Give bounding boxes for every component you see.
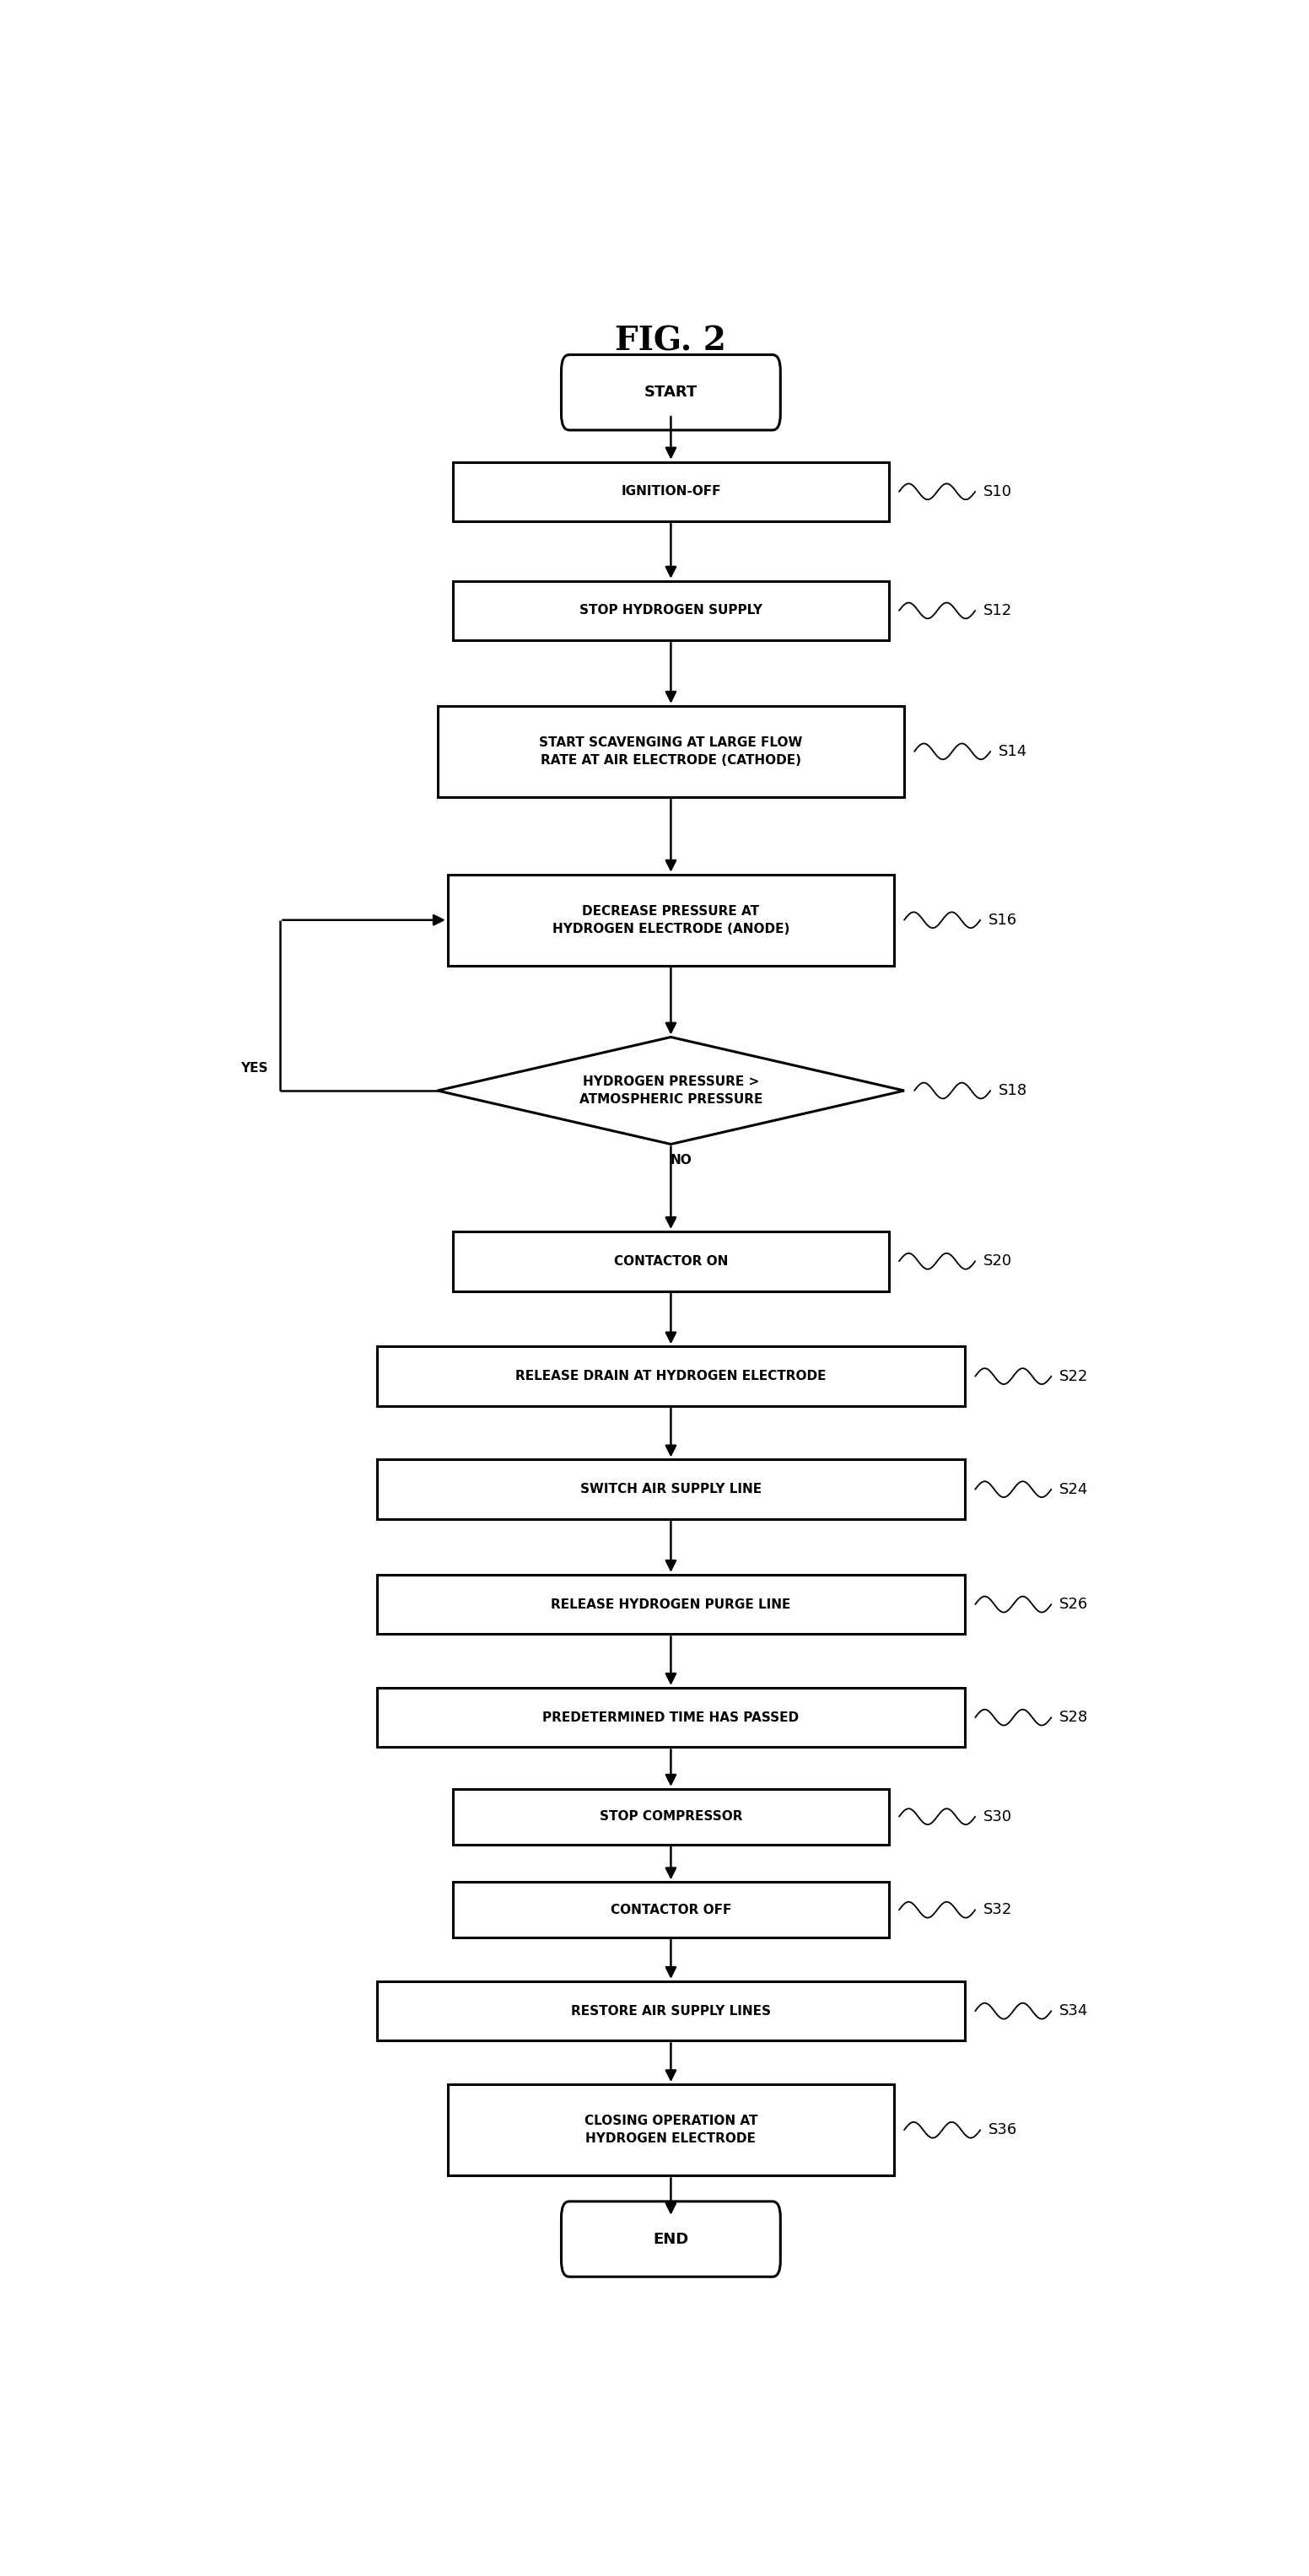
FancyBboxPatch shape	[562, 2202, 780, 2277]
Polygon shape	[437, 1038, 905, 1144]
Text: RELEASE DRAIN AT HYDROGEN ELECTRODE: RELEASE DRAIN AT HYDROGEN ELECTRODE	[516, 1370, 826, 1383]
Text: CLOSING OPERATION AT
HYDROGEN ELECTRODE: CLOSING OPERATION AT HYDROGEN ELECTRODE	[584, 2115, 758, 2146]
Text: STOP HYDROGEN SUPPLY: STOP HYDROGEN SUPPLY	[580, 605, 762, 616]
Text: FIG. 2: FIG. 2	[615, 325, 726, 358]
Text: S14: S14	[999, 744, 1028, 760]
Text: NO: NO	[670, 1154, 692, 1167]
Bar	[453, 1788, 889, 1844]
Text: SWITCH AIR SUPPLY LINE: SWITCH AIR SUPPLY LINE	[580, 1484, 762, 1497]
Text: S36: S36	[988, 2123, 1017, 2138]
Bar	[453, 461, 889, 520]
Text: S10: S10	[983, 484, 1012, 500]
Text: RELEASE HYDROGEN PURGE LINE: RELEASE HYDROGEN PURGE LINE	[551, 1597, 791, 1610]
Text: END: END	[653, 2231, 689, 2246]
FancyBboxPatch shape	[562, 355, 780, 430]
Text: S18: S18	[999, 1082, 1028, 1097]
Bar	[448, 873, 894, 966]
Bar	[453, 580, 889, 641]
Text: RESTORE AIR SUPPLY LINES: RESTORE AIR SUPPLY LINES	[571, 2004, 771, 2017]
Text: START SCAVENGING AT LARGE FLOW
RATE AT AIR ELECTRODE (CATHODE): START SCAVENGING AT LARGE FLOW RATE AT A…	[539, 737, 802, 768]
Text: S30: S30	[983, 1808, 1012, 1824]
Bar	[437, 706, 905, 796]
Text: S32: S32	[983, 1901, 1012, 1917]
Text: IGNITION-OFF: IGNITION-OFF	[620, 484, 721, 497]
Text: STOP COMPRESSOR: STOP COMPRESSOR	[600, 1811, 742, 1824]
Text: S26: S26	[1059, 1597, 1088, 1613]
Bar	[377, 1574, 965, 1633]
Text: HYDROGEN PRESSURE >
ATMOSPHERIC PRESSURE: HYDROGEN PRESSURE > ATMOSPHERIC PRESSURE	[579, 1074, 763, 1105]
Text: S22: S22	[1059, 1368, 1088, 1383]
Text: S12: S12	[983, 603, 1012, 618]
Text: S20: S20	[983, 1255, 1012, 1270]
Text: CONTACTOR ON: CONTACTOR ON	[614, 1255, 728, 1267]
Text: PREDETERMINED TIME HAS PASSED: PREDETERMINED TIME HAS PASSED	[543, 1710, 798, 1723]
Text: DECREASE PRESSURE AT
HYDROGEN ELECTRODE (ANODE): DECREASE PRESSURE AT HYDROGEN ELECTRODE …	[552, 904, 789, 935]
Text: S16: S16	[988, 912, 1017, 927]
Text: CONTACTOR OFF: CONTACTOR OFF	[610, 1904, 732, 1917]
Text: S24: S24	[1059, 1481, 1088, 1497]
Bar	[448, 2084, 894, 2177]
Bar	[377, 1347, 965, 1406]
Text: S34: S34	[1059, 2004, 1088, 2020]
Bar	[453, 1231, 889, 1291]
Text: START: START	[644, 384, 698, 399]
Text: YES: YES	[241, 1061, 268, 1074]
Bar	[377, 1981, 965, 2040]
Text: S28: S28	[1059, 1710, 1088, 1726]
Bar	[377, 1461, 965, 1520]
Bar	[377, 1687, 965, 1747]
Bar	[453, 1883, 889, 1937]
